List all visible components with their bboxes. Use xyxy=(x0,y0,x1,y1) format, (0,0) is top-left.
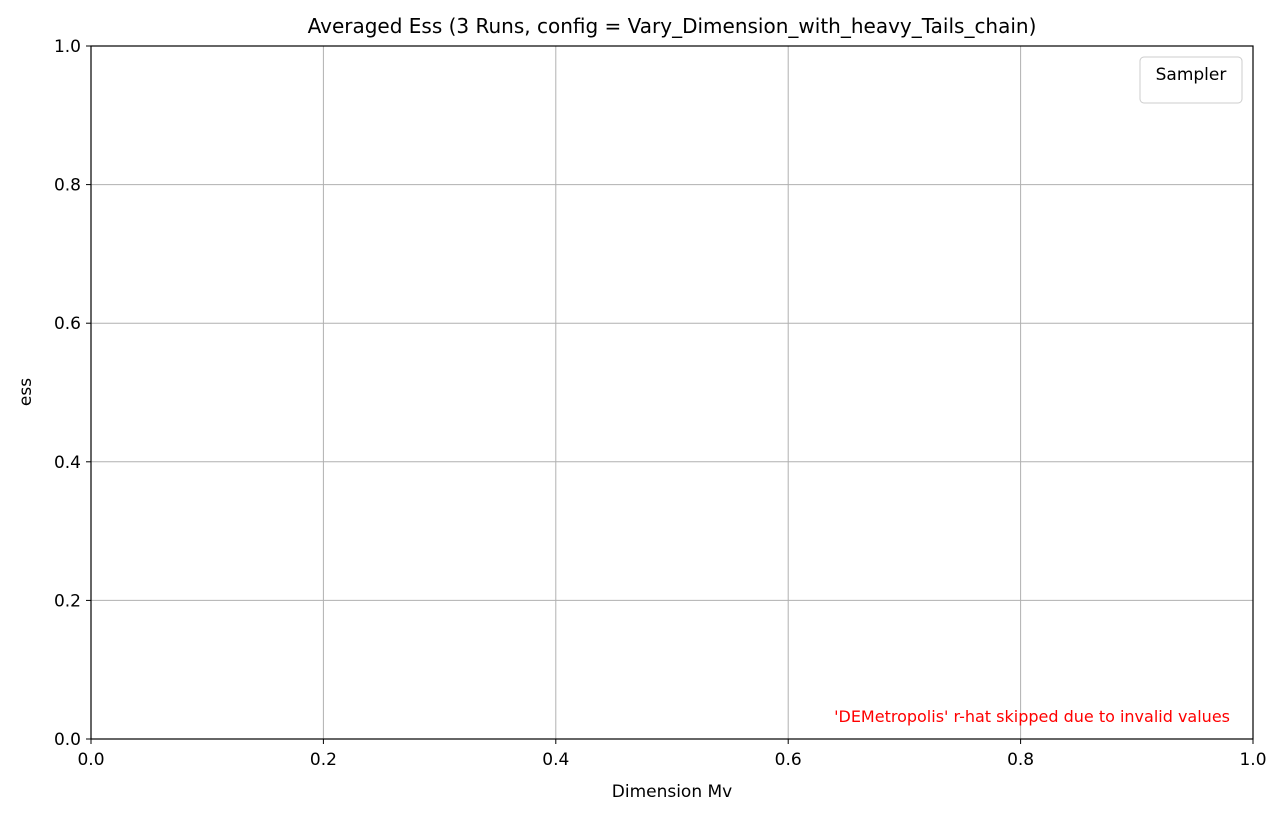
y-tick-label: 1.0 xyxy=(54,37,81,57)
y-axis-ticks: 0.0 0.2 0.4 0.6 0.8 1.0 xyxy=(54,37,91,750)
y-tick-label: 0.2 xyxy=(54,591,81,611)
x-axis-label: Dimension Mv xyxy=(612,782,733,802)
chart-title: Averaged Ess (3 Runs, config = Vary_Dime… xyxy=(308,14,1037,38)
y-tick-label: 0.0 xyxy=(54,730,81,750)
x-tick-label: 0.4 xyxy=(542,750,569,770)
annotation-text: 'DEMetropolis' r-hat skipped due to inva… xyxy=(834,707,1230,726)
y-tick-label: 0.6 xyxy=(54,314,81,334)
x-axis-ticks: 0.0 0.2 0.4 0.6 0.8 1.0 xyxy=(77,739,1267,770)
y-tick-label: 0.8 xyxy=(54,176,81,196)
x-tick-label: 0.2 xyxy=(310,750,337,770)
x-tick-label: 0.6 xyxy=(775,750,802,770)
x-tick-label: 1.0 xyxy=(1239,750,1266,770)
y-tick-label: 0.4 xyxy=(54,453,81,473)
x-tick-label: 0.8 xyxy=(1007,750,1034,770)
plot-background xyxy=(91,46,1253,739)
plot-frame xyxy=(90,45,1254,740)
legend-title: Sampler xyxy=(1156,65,1227,85)
legend-box xyxy=(1139,56,1243,104)
x-tick-label: 0.0 xyxy=(77,750,104,770)
legend: Sampler xyxy=(1139,56,1243,104)
y-axis-label: ess xyxy=(16,378,36,406)
axes-frame xyxy=(90,45,1254,740)
